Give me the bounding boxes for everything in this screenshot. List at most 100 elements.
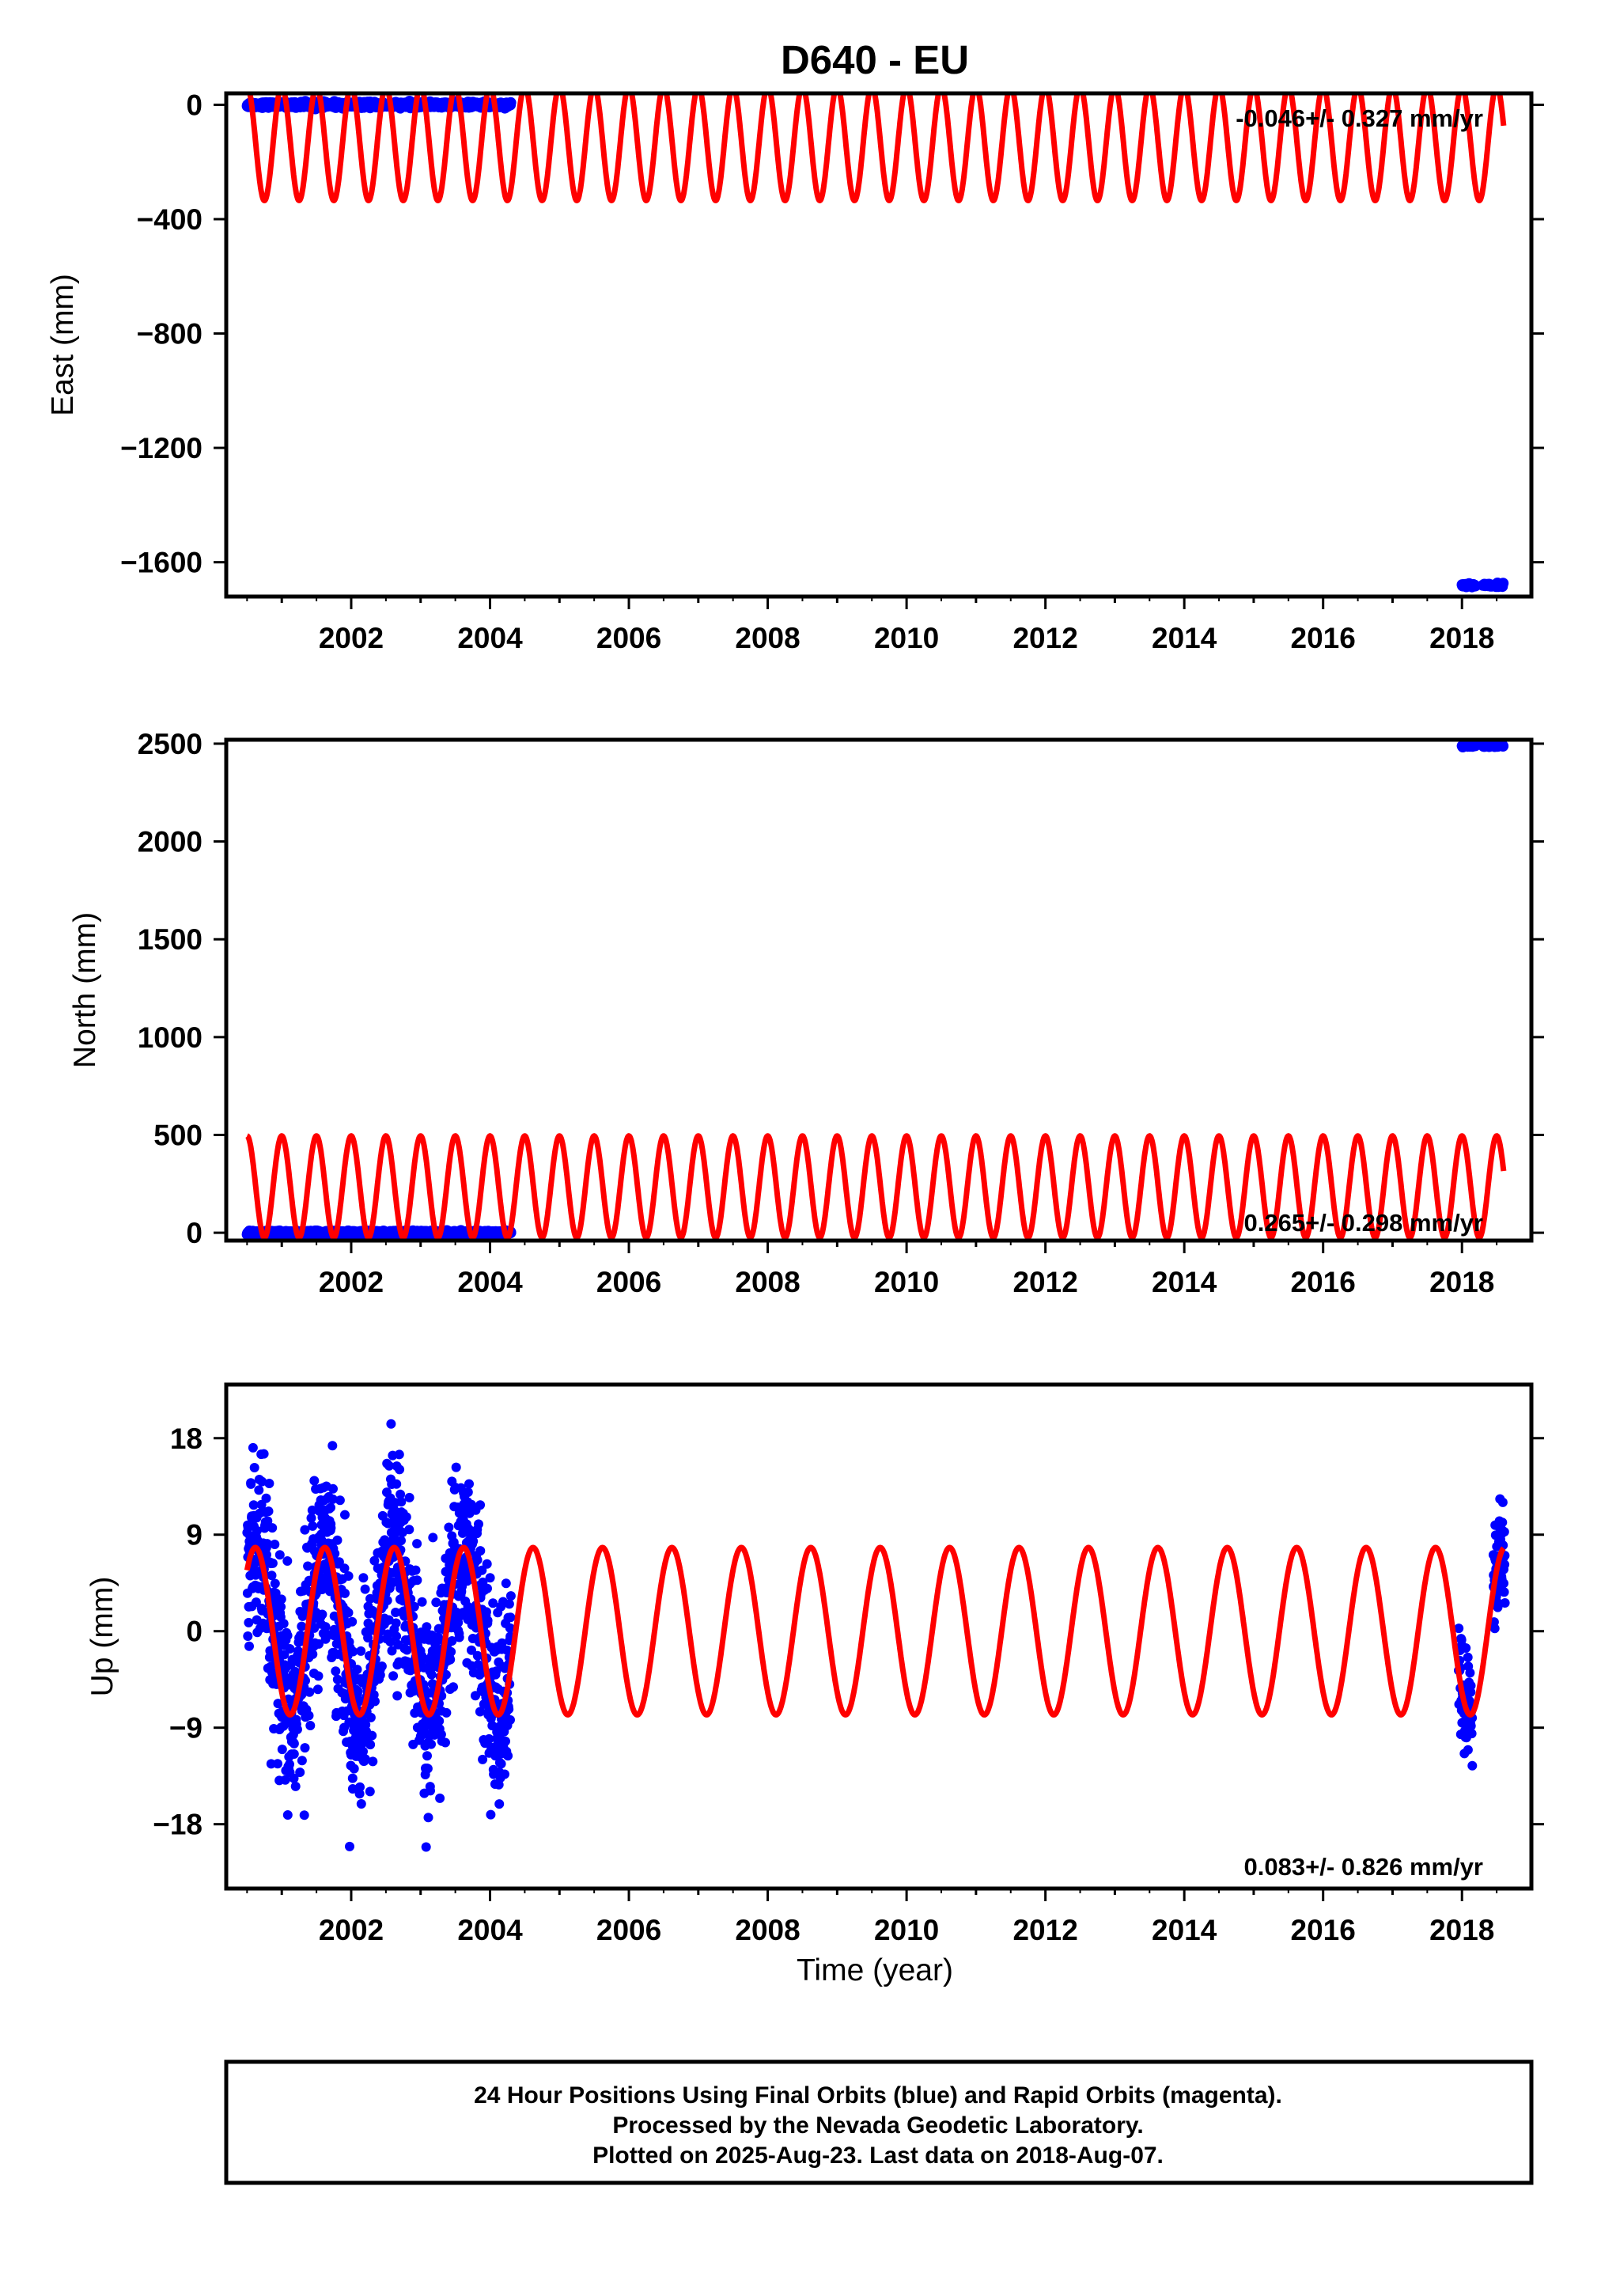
- data-point: [500, 1769, 509, 1779]
- data-point: [370, 1696, 380, 1707]
- data-point: [261, 1493, 271, 1503]
- data-point: [356, 1646, 366, 1656]
- data-point: [263, 1516, 273, 1526]
- data-point: [328, 1483, 338, 1494]
- data-point: [248, 1500, 259, 1510]
- data-point: [299, 1810, 309, 1821]
- data-point: [494, 1799, 505, 1809]
- data-point: [441, 1737, 450, 1748]
- data-point: [1465, 1668, 1475, 1678]
- data-point: [395, 1464, 405, 1475]
- data-point: [1466, 1680, 1476, 1691]
- data-point: [277, 1745, 287, 1755]
- x-tick-label: 2010: [874, 1914, 939, 1946]
- data-point: [267, 1558, 278, 1568]
- data-point: [454, 1632, 464, 1642]
- data-point: [360, 1584, 370, 1594]
- data-point: [426, 1739, 436, 1749]
- y-tick-label: 0: [186, 89, 202, 121]
- data-point: [267, 1523, 278, 1533]
- data-point: [475, 1500, 486, 1510]
- x-tick-label: 2008: [735, 622, 800, 654]
- data-point: [367, 1730, 377, 1741]
- x-tick-label: 2014: [1152, 1914, 1217, 1946]
- data-point: [248, 1442, 258, 1453]
- data-point: [285, 1644, 295, 1654]
- data-point: [505, 1612, 516, 1623]
- data-point: [304, 1711, 314, 1721]
- data-point: [388, 1671, 399, 1681]
- data-point: [386, 1419, 396, 1429]
- x-tick-label: 2016: [1291, 1266, 1356, 1298]
- data-point: [501, 1578, 511, 1589]
- data-point: [295, 1767, 305, 1778]
- data-point: [358, 1573, 369, 1583]
- x-tick-label: 2012: [1012, 622, 1077, 654]
- data-point: [326, 1502, 335, 1513]
- x-tick-label: 2002: [319, 622, 384, 654]
- data-point: [501, 1736, 510, 1746]
- data-point: [422, 1622, 432, 1632]
- x-tick-label: 2016: [1291, 622, 1356, 654]
- x-tick-label: 2018: [1429, 1914, 1494, 1946]
- data-point: [426, 1786, 435, 1796]
- data-point: [423, 1813, 433, 1823]
- data-point: [1461, 1643, 1471, 1653]
- data-point: [270, 1540, 280, 1549]
- x-tick-label: 2010: [874, 622, 939, 654]
- data-point: [483, 1616, 493, 1626]
- y-axis-label: North (mm): [68, 912, 102, 1068]
- x-tick-label: 2012: [1012, 1266, 1077, 1298]
- data-point: [355, 1782, 365, 1792]
- data-point: [1463, 1745, 1473, 1755]
- data-point: [464, 1479, 474, 1489]
- data-point: [449, 1682, 458, 1692]
- data-point: [285, 1760, 294, 1769]
- data-point: [411, 1565, 421, 1575]
- data-point: [297, 1756, 307, 1766]
- data-point: [331, 1666, 341, 1677]
- data-point: [347, 1616, 358, 1627]
- data-point: [308, 1521, 318, 1531]
- data-point: [1497, 1517, 1508, 1528]
- data-point: [273, 1759, 282, 1769]
- data-point: [305, 1687, 315, 1697]
- y-tick-label: −18: [153, 1809, 202, 1841]
- data-point: [282, 1556, 293, 1566]
- y-tick-label: −400: [137, 203, 202, 236]
- y-axis-label: Up (mm): [85, 1577, 119, 1697]
- data-point: [412, 1575, 422, 1586]
- data-point: [421, 1842, 431, 1852]
- x-tick-label: 2010: [874, 1266, 939, 1298]
- footer-line-2: Processed by the Nevada Geodetic Laborat…: [612, 2112, 1143, 2139]
- data-point: [441, 1707, 452, 1718]
- data-point: [431, 1597, 441, 1608]
- data-point: [472, 1555, 483, 1565]
- data-point: [278, 1619, 289, 1629]
- footer-box: 24 Hour Positions Using Final Orbits (bl…: [224, 2059, 1534, 2185]
- data-point: [305, 1721, 316, 1730]
- y-tick-label: −1600: [120, 547, 202, 579]
- data-point: [263, 1506, 274, 1517]
- data-point: [451, 1462, 461, 1472]
- x-tick-label: 2004: [457, 622, 523, 654]
- y-tick-label: 1500: [138, 923, 202, 956]
- plot-frame: [224, 91, 1534, 599]
- data-point: [1463, 1652, 1473, 1662]
- x-tick-label: 2008: [735, 1914, 800, 1946]
- data-point: [404, 1492, 414, 1502]
- data-point: [254, 1485, 264, 1495]
- data-point: [1497, 578, 1509, 589]
- x-tick-label: 2016: [1291, 1914, 1356, 1946]
- data-point: [375, 1670, 385, 1680]
- data-point: [282, 1631, 293, 1641]
- data-point: [271, 1588, 281, 1598]
- rate-annotation: -0.046+/- 0.327 mm/yr: [1236, 104, 1483, 132]
- plot-area: [241, 93, 1509, 593]
- data-point: [503, 1751, 513, 1761]
- data-point: [392, 1691, 403, 1701]
- data-point: [356, 1799, 366, 1809]
- data-point: [243, 1631, 253, 1641]
- data-point: [352, 1665, 362, 1675]
- data-point: [392, 1479, 402, 1489]
